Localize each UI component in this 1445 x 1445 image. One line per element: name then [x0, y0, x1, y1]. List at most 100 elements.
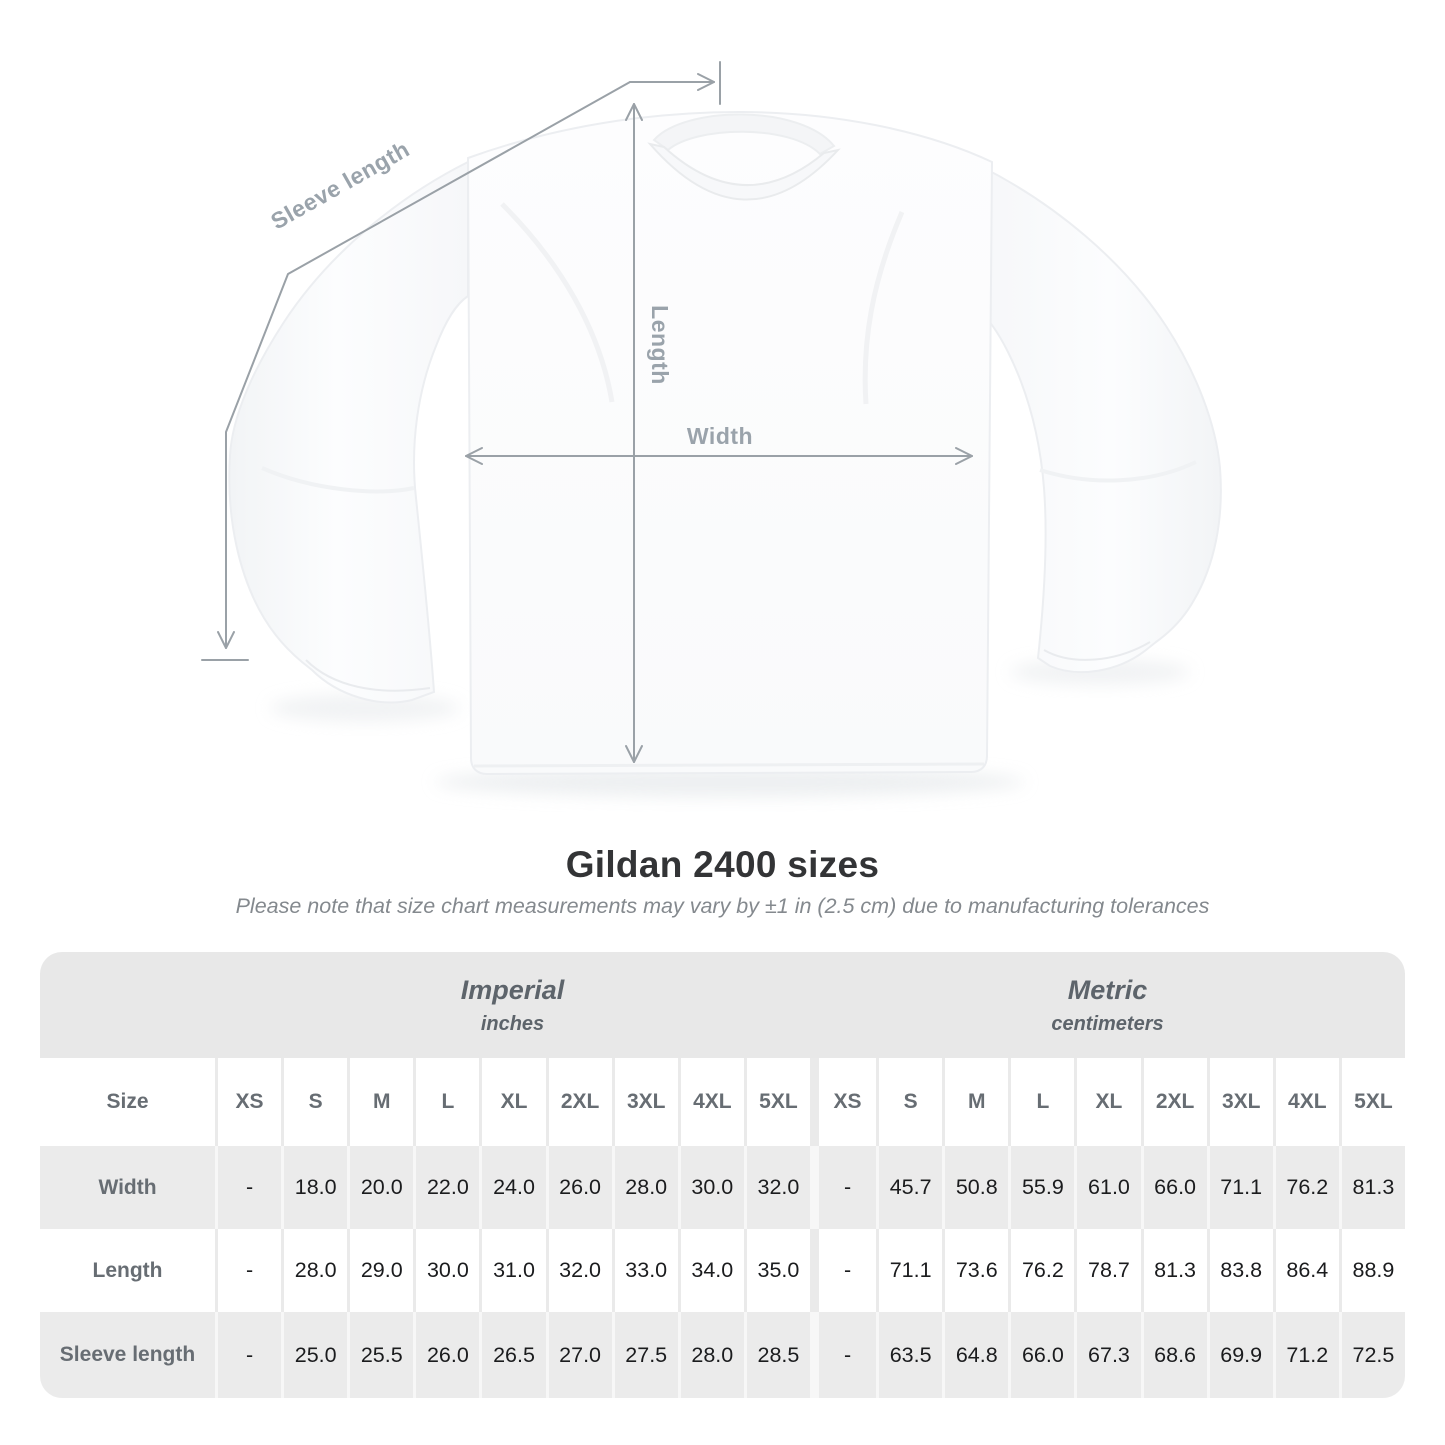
shirt-left-sleeve — [228, 160, 469, 704]
measurement-value: 34.0 — [677, 1229, 744, 1312]
size-header-cell: 2XL — [1140, 1058, 1207, 1146]
measurement-value: 50.8 — [942, 1146, 1009, 1229]
size-header-cell: M — [347, 1058, 414, 1146]
measurement-value: 33.0 — [611, 1229, 678, 1312]
measurement-value: 28.0 — [677, 1312, 744, 1398]
measurement-value: - — [809, 1312, 877, 1398]
measurement-value: 73.6 — [942, 1229, 1009, 1312]
imperial-group-header: Imperial inches — [215, 952, 810, 1058]
measurement-value: 20.0 — [347, 1146, 414, 1229]
size-header-cell: L — [413, 1058, 480, 1146]
measurement-value: 26.5 — [479, 1312, 546, 1398]
measurement-value: 61.0 — [1074, 1146, 1141, 1229]
measurement-value: 66.0 — [1008, 1312, 1075, 1398]
measurement-value: 26.0 — [545, 1146, 612, 1229]
measurement-value: 28.5 — [743, 1312, 810, 1398]
size-col-spacer — [40, 952, 215, 1058]
measurement-value: 45.7 — [876, 1146, 943, 1229]
size-header-cell: 3XL — [1206, 1058, 1273, 1146]
metric-group-title: Metric — [1067, 974, 1148, 1005]
measurement-value: - — [215, 1229, 282, 1312]
size-table-body: Width -18.0 20.0 22.0 24.0 26.0 28.0 30.0 32.0-4… — [40, 1146, 1405, 1398]
measurement-value: 64.8 — [942, 1312, 1009, 1398]
measurement-value: 35.0 — [743, 1229, 810, 1312]
size-header-cell: S — [281, 1058, 348, 1146]
size-header-cell: 5XL — [1338, 1058, 1405, 1146]
measurement-value: 32.0 — [545, 1229, 612, 1312]
metric-group-header: Metric centimeters — [809, 952, 1405, 1058]
shirt-body — [466, 110, 994, 776]
size-table-container: Imperial inches Metric centimeters Size … — [40, 952, 1405, 1398]
measurement-value: 28.0 — [611, 1146, 678, 1229]
measurement-value: 29.0 — [347, 1229, 414, 1312]
measurement-value: 25.5 — [347, 1312, 414, 1398]
measurement-row: Sleeve length -25.0 25.5 26.0 26.5 27.0 27.5 28… — [40, 1312, 1405, 1398]
unit-group-row: Imperial inches Metric centimeters — [40, 952, 1405, 1058]
measurement-value: 25.0 — [281, 1312, 348, 1398]
measurement-value: 72.5 — [1338, 1312, 1405, 1398]
measurement-value: 83.8 — [1206, 1229, 1273, 1312]
measurement-value: 68.6 — [1140, 1312, 1207, 1398]
imperial-group-title: Imperial — [460, 974, 565, 1005]
measurement-value: - — [809, 1229, 877, 1312]
measurement-value: 69.9 — [1206, 1312, 1273, 1398]
measurement-value: 88.9 — [1338, 1229, 1405, 1312]
size-header-cell: 4XL — [1272, 1058, 1339, 1146]
measurement-value: 78.7 — [1074, 1229, 1141, 1312]
size-header-cell: M — [942, 1058, 1009, 1146]
measurement-value: 76.2 — [1272, 1146, 1339, 1229]
measurement-value: 71.2 — [1272, 1312, 1339, 1398]
size-header-cell: XS — [809, 1058, 877, 1146]
measurement-value: 18.0 — [281, 1146, 348, 1229]
measurement-value: 67.3 — [1074, 1312, 1141, 1398]
width-label: Width — [687, 423, 753, 449]
measurement-value: 31.0 — [479, 1229, 546, 1312]
row-label: Width — [40, 1146, 215, 1229]
measurement-value: 76.2 — [1008, 1229, 1075, 1312]
shirt-right-sleeve — [976, 164, 1222, 674]
size-table: Imperial inches Metric centimeters Size … — [40, 952, 1405, 1398]
measurement-row: Length -28.0 29.0 30.0 31.0 32.0 33.0 34.0 35.0-… — [40, 1229, 1405, 1312]
measurement-value: - — [215, 1312, 282, 1398]
length-label: Length — [647, 305, 673, 385]
measurement-value: 28.0 — [281, 1229, 348, 1312]
size-header-cell: XS — [215, 1058, 282, 1146]
shirt-measurement-diagram: Sleeve length Length Width — [201, 61, 1222, 797]
size-header-cell: XL — [479, 1058, 546, 1146]
measurement-value: - — [215, 1146, 282, 1229]
measurement-value: 81.3 — [1338, 1146, 1405, 1229]
tolerance-note: Please note that size chart measurements… — [235, 894, 1210, 918]
measurement-value: 86.4 — [1272, 1229, 1339, 1312]
size-header-cell: 4XL — [677, 1058, 744, 1146]
row-label: Sleeve length — [40, 1312, 215, 1398]
measurement-value: 27.5 — [611, 1312, 678, 1398]
measurement-lines — [201, 61, 973, 763]
size-header-cell: 2XL — [545, 1058, 612, 1146]
size-col-header: Size — [40, 1058, 215, 1146]
size-header-cell: 3XL — [611, 1058, 678, 1146]
size-header-row: Size XS S M L XL 2XL 3XL 4XL 5XL XS S M L XL 2XL 3XL 4XL… — [40, 1058, 1405, 1146]
imperial-group-unit: inches — [480, 1012, 545, 1035]
size-header-cell: L — [1008, 1058, 1075, 1146]
size-header-cell: 5XL — [743, 1058, 810, 1146]
measurement-value: 22.0 — [413, 1146, 480, 1229]
row-label: Length — [40, 1229, 215, 1312]
metric-group-unit: centimeters — [1051, 1012, 1164, 1035]
measurement-value: 30.0 — [413, 1229, 480, 1312]
measurement-value: 24.0 — [479, 1146, 546, 1229]
size-header-cell: S — [876, 1058, 943, 1146]
measurement-value: 66.0 — [1140, 1146, 1207, 1229]
measurement-value: 26.0 — [413, 1312, 480, 1398]
measurement-value: 32.0 — [743, 1146, 810, 1229]
measurement-value: 71.1 — [1206, 1146, 1273, 1229]
shirt-collar — [647, 113, 841, 201]
measurement-value: 55.9 — [1008, 1146, 1075, 1229]
measurement-value: - — [809, 1146, 877, 1229]
page-title: Gildan 2400 sizes — [565, 844, 880, 885]
measurement-value: 71.1 — [876, 1229, 943, 1312]
measurement-value: 63.5 — [876, 1312, 943, 1398]
measurement-value: 81.3 — [1140, 1229, 1207, 1312]
measurement-row: Width -18.0 20.0 22.0 24.0 26.0 28.0 30.0 32.0-4… — [40, 1146, 1405, 1229]
measurement-value: 27.0 — [545, 1312, 612, 1398]
